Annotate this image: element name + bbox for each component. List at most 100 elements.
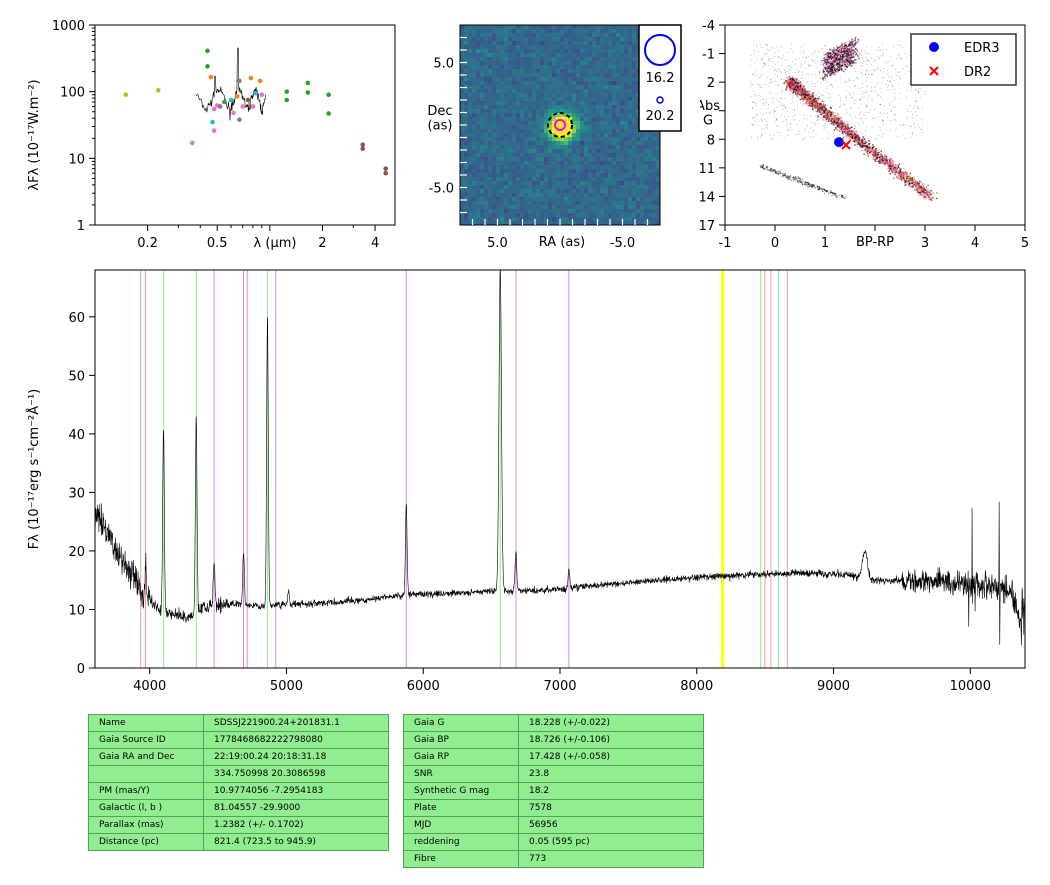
info-table-right: Gaia G 18.228 (+/-0.022) Gaia BP 18.726 (+/… [403, 714, 704, 868]
sed-point [305, 80, 311, 86]
table-key: Gaia RP [403, 748, 519, 766]
hr-xtick-label: 5 [1021, 236, 1029, 251]
sed-point [234, 94, 240, 99]
sed-xtick-label: 4 [371, 236, 379, 251]
sed-point [189, 140, 195, 146]
table-value: 23.8 [518, 765, 704, 783]
table-key: SNR [403, 765, 519, 783]
sed-point [248, 75, 254, 81]
hr-density [749, 36, 938, 202]
image-heatmap [460, 25, 660, 225]
table-key: Distance (pc) [88, 833, 204, 851]
sed-point [228, 97, 234, 103]
table-row: Synthetic G mag 18.2 [403, 782, 704, 800]
legend-marker-edr3 [929, 42, 939, 52]
sed-point [231, 110, 236, 116]
hr-ytick-label: -1 [702, 48, 715, 63]
sed-point [360, 146, 366, 151]
table-row: Plate 7578 [403, 799, 704, 817]
sed-point [326, 111, 331, 116]
table-key: Galactic (l, b ) [88, 799, 204, 817]
sed-spectrum-line [196, 47, 267, 121]
table-row: Gaia RA and Dec 22:19:00.24 20:18:31.18 [88, 748, 389, 766]
spectrum-ytick-label: 60 [68, 311, 85, 326]
sed-point [205, 64, 210, 69]
hr-xtick-label: 0 [771, 236, 779, 251]
table-row: reddening 0.05 (595 pc) [403, 833, 704, 851]
legend-circle-faint [656, 96, 664, 104]
table-row: MJD 56956 [403, 816, 704, 834]
sed-point [250, 104, 256, 109]
table-row: Gaia RP 17.428 (+/-0.058) [403, 748, 704, 766]
sed-point [217, 104, 223, 109]
sed-point [155, 87, 161, 93]
table-value: 7578 [518, 799, 704, 817]
spectrum-xtick-label: 10000 [950, 679, 991, 694]
spectrum-xtick-label: 5000 [270, 679, 303, 694]
hr-ytick-label: 2 [707, 76, 715, 91]
table-key: PM (mas/Y) [88, 782, 204, 800]
sed-point [210, 119, 215, 125]
spectrum-ytick-label: 10 [68, 603, 85, 618]
sed-point [383, 166, 388, 171]
table-key [88, 765, 204, 783]
table-key: Gaia Source ID [88, 731, 204, 749]
hr-ytick-label: 11 [700, 162, 715, 177]
hr-chart: -1 0 1 3 4 5 -4 -1 2 8 11 14 17 EDR3 DR2 BP-RP Abs G [700, 19, 1029, 251]
hr-ytick-label: 17 [700, 219, 715, 234]
sed-point [360, 142, 366, 148]
table-key: Parallax (mas) [88, 816, 204, 834]
table-value: 18.2 [518, 782, 704, 800]
sed-ytick-label: 1 [77, 219, 85, 234]
image-xtick-label: 5.0 [487, 236, 508, 251]
table-value: 821.4 (723.5 to 945.9) [203, 833, 389, 851]
table-value: 10.9774056 -7.2954183 [203, 782, 389, 800]
hr-marks [834, 137, 851, 150]
legend-label-1: 20.2 [646, 109, 675, 124]
table-row: 334.750998 20.3086598 [88, 765, 389, 783]
table-key: reddening [403, 833, 519, 851]
sed-point [211, 128, 217, 133]
sed-marks [123, 47, 388, 176]
sed-point [240, 104, 246, 109]
sed-point [123, 92, 129, 98]
reference-lines [140, 270, 788, 668]
spectrum-ylabel: Fλ (10⁻¹⁷erg s⁻¹cm⁻²Å⁻¹) [26, 389, 42, 549]
sed-xtick-label: 0.2 [137, 236, 158, 251]
table-row: Distance (pc) 821.4 (723.5 to 945.9) [88, 833, 389, 851]
table-row: Parallax (mas) 1.2382 (+/- 0.1702) [88, 816, 389, 834]
sed-point [305, 90, 311, 95]
sed-xtick-label: 0.5 [207, 236, 228, 251]
sed-point [326, 92, 331, 98]
table-value: 1.2382 (+/- 0.1702) [203, 816, 389, 834]
spectrum-ytick-label: 20 [68, 545, 85, 560]
target-circle-large [547, 112, 573, 138]
legend-marker-dr2 [929, 66, 939, 76]
sed-point [253, 90, 258, 96]
spectrum-ytick-label: 0 [77, 662, 85, 677]
hr-ytick-label: -4 [702, 19, 715, 34]
table-value: 81.04557 -29.9000 [203, 799, 389, 817]
legend-label-dr2: DR2 [964, 65, 991, 80]
hr-xtick-label: -1 [719, 236, 732, 251]
image-chart: 5.0 -5.0 5.0 -5.0 16.2 20.2 RA (as) Dec (as) [427, 24, 682, 251]
table-value: SDSSJ221900.24+201831.1 [203, 714, 389, 732]
table-value: 1778468682222798080 [203, 731, 389, 749]
hr-xtick-label: 3 [921, 236, 929, 251]
spectrum-frame [94, 269, 1026, 669]
hr-xtick-label: 1 [821, 236, 829, 251]
table-row: Name SDSSJ221900.24+201831.1 [88, 714, 389, 732]
spectrum-ytick-label: 30 [68, 486, 85, 501]
table-key: Fibre [403, 850, 519, 868]
spectrum-line [95, 270, 1025, 646]
table-key: MJD [403, 816, 519, 834]
hr-point-edr3 [834, 137, 844, 148]
sed-ytick-label: 1000 [52, 19, 85, 34]
spectrum-xtick-label: 8000 [680, 679, 713, 694]
sed-frame [94, 24, 396, 226]
target-circle-small [554, 119, 566, 131]
table-key: Gaia BP [403, 731, 519, 749]
table-value: 773 [518, 850, 704, 868]
hr-xtick-label: 4 [971, 236, 979, 251]
hr-xlabel: BP-RP [856, 235, 894, 250]
